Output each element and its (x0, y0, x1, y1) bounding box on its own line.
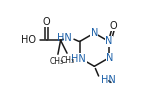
Text: N: N (105, 36, 112, 46)
Text: O: O (43, 17, 50, 27)
Text: O: O (109, 21, 117, 31)
Text: N: N (91, 28, 98, 38)
Text: HO: HO (21, 35, 36, 45)
Text: N: N (106, 53, 114, 63)
Text: CH₃: CH₃ (60, 56, 75, 65)
Text: HN: HN (101, 75, 116, 85)
Text: CH₃: CH₃ (50, 57, 64, 66)
Text: HN: HN (57, 33, 71, 43)
Text: HN: HN (71, 54, 86, 64)
